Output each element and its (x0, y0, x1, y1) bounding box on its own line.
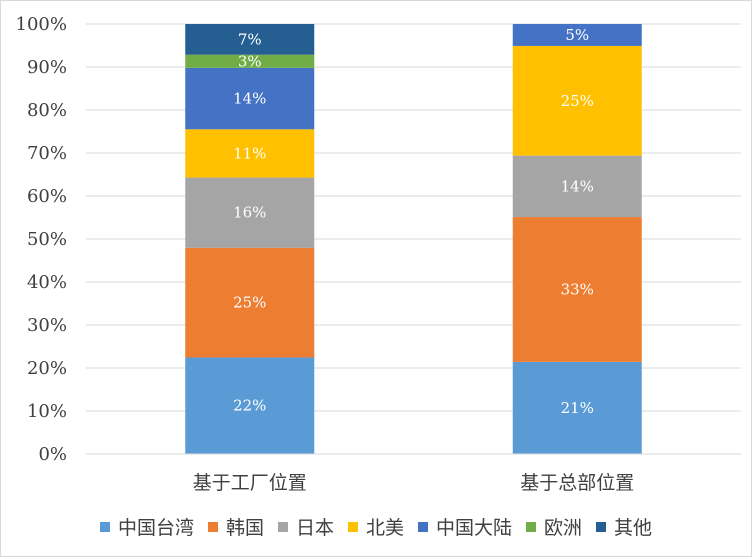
y-axis-ticks: 0% 10% 20% 30% 40% 50% 60% 70% 80% 90% 100% (16, 14, 67, 465)
legend-swatch (348, 522, 358, 532)
legend-swatch (278, 522, 288, 532)
y-tick-label: 90% (27, 57, 67, 78)
data-label: 21% (561, 399, 594, 417)
bar-segment (185, 129, 315, 178)
legend-label: 中国台湾 (118, 517, 194, 539)
bar-segment (185, 247, 315, 358)
data-label: 22% (233, 397, 266, 415)
data-label: 11% (233, 144, 266, 162)
y-tick-label: 40% (27, 272, 67, 293)
data-label: 3% (238, 52, 262, 70)
legend-label: 欧洲 (544, 517, 582, 539)
bar-segment (512, 217, 642, 362)
category-label: 基于工厂位置 (193, 472, 307, 494)
legend-swatch (418, 522, 428, 532)
y-tick-label: 0% (38, 444, 67, 465)
y-tick-label: 100% (16, 14, 67, 35)
bar-segment (185, 357, 315, 454)
bar-segment (512, 45, 642, 156)
bars (185, 24, 642, 454)
category-label: 基于总部位置 (520, 472, 634, 494)
gridlines (86, 23, 741, 412)
data-label: 14% (561, 177, 594, 195)
data-label: 16% (233, 204, 266, 222)
legend-label: 韩国 (226, 517, 264, 539)
data-label: 25% (561, 92, 594, 110)
legend-swatch (100, 522, 110, 532)
bar-segment (185, 24, 315, 55)
bar-segment (512, 155, 642, 218)
data-label: 5% (565, 26, 589, 44)
legend-label: 其他 (614, 517, 652, 539)
data-label: 14% (233, 90, 266, 108)
bar-segment (185, 177, 315, 248)
y-tick-label: 50% (27, 229, 67, 250)
bar-segment (512, 24, 642, 46)
bar-segment (185, 67, 315, 130)
data-label: 33% (561, 280, 594, 298)
x-axis-categories: 基于工厂位置 基于总部位置 (193, 472, 635, 494)
y-tick-label: 80% (27, 100, 67, 121)
legend-label: 日本 (296, 517, 334, 539)
y-tick-label: 10% (27, 401, 67, 422)
legend-swatch (526, 522, 536, 532)
y-tick-label: 70% (27, 143, 67, 164)
data-label: 7% (238, 30, 262, 48)
bar-segment (512, 361, 642, 454)
y-tick-label: 30% (27, 315, 67, 336)
legend: 中国台湾 韩国 日本 北美 中国大陆 欧洲 其他 (100, 517, 652, 539)
bar-segment (185, 54, 315, 68)
y-tick-label: 60% (27, 186, 67, 207)
legend-label: 中国大陆 (436, 517, 512, 539)
data-labels: 22% 25% 16% 11% 14% 3% 7% 21% 33% 14% 25% 5% (233, 26, 594, 417)
legend-swatch (596, 522, 606, 532)
legend-swatch (208, 522, 218, 532)
data-label: 25% (233, 294, 266, 312)
y-tick-label: 20% (27, 358, 67, 379)
legend-label: 北美 (366, 517, 404, 539)
